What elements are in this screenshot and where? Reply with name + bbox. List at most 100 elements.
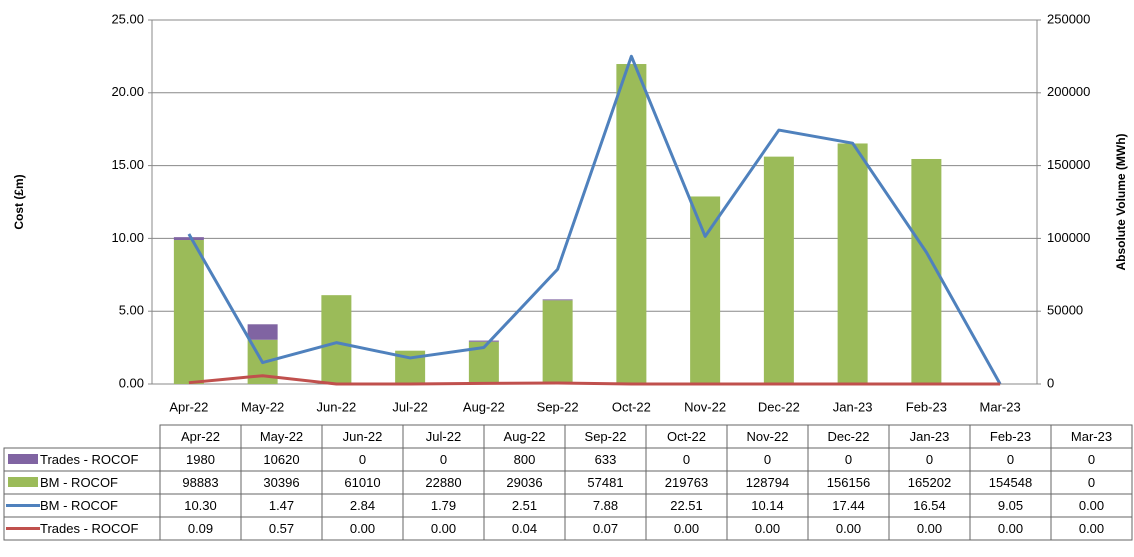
table-value: 22.51	[670, 498, 703, 513]
y-tick-label: 20.00	[111, 84, 144, 99]
table-value: 10620	[263, 452, 299, 467]
table-header: May-22	[260, 429, 303, 444]
y2-tick-label: 100000	[1047, 230, 1090, 245]
table-value: 800	[514, 452, 536, 467]
bar	[468, 340, 499, 342]
y-tick-label: 25.00	[111, 11, 144, 26]
table-value: 7.88	[593, 498, 618, 513]
bar	[247, 324, 278, 340]
table-value: 0.09	[188, 521, 213, 536]
x-tick-label: Jul-22	[392, 399, 427, 414]
table-value: 633	[595, 452, 617, 467]
table-value: 29036	[506, 475, 542, 490]
table-value: 0.04	[512, 521, 537, 536]
table-value: 0	[926, 452, 933, 467]
x-tick-label: Apr-22	[169, 399, 208, 414]
y2-tick-label: 250000	[1047, 11, 1090, 26]
table-value: 0	[1088, 475, 1095, 490]
bar	[321, 295, 352, 384]
table-value: 0	[1088, 452, 1095, 467]
table-value: 2.51	[512, 498, 537, 513]
table-value: 98883	[182, 475, 218, 490]
legend-label: Trades - ROCOF	[40, 521, 139, 536]
table-value: 0.07	[593, 521, 618, 536]
y2-axis-title: Absolute Volume (MWh)	[1114, 133, 1128, 270]
table-value: 0.57	[269, 521, 294, 536]
table-header: Dec-22	[828, 429, 870, 444]
table-header: Apr-22	[181, 429, 220, 444]
legend-label: BM - ROCOF	[40, 475, 118, 490]
table-value: 0.00	[431, 521, 456, 536]
table-header: Mar-23	[1071, 429, 1112, 444]
bar	[542, 299, 573, 301]
bar	[616, 64, 647, 384]
table-value: 0.00	[350, 521, 375, 536]
table-value: 0	[683, 452, 690, 467]
legend-key	[8, 454, 38, 464]
table-header: Aug-22	[504, 429, 546, 444]
x-tick-label: Jan-23	[833, 399, 873, 414]
legend-label: BM - ROCOF	[40, 498, 118, 513]
y-tick-label: 10.00	[111, 230, 144, 245]
table-value: 0.00	[998, 521, 1023, 536]
table-value: 22880	[425, 475, 461, 490]
table-value: 154548	[989, 475, 1032, 490]
table-value: 10.14	[751, 498, 784, 513]
x-tick-label: Dec-22	[758, 399, 800, 414]
x-tick-label: Mar-23	[980, 399, 1021, 414]
table-value: 1.47	[269, 498, 294, 513]
table-value: 1.79	[431, 498, 456, 513]
table-value: 0	[359, 452, 366, 467]
table-value: 57481	[587, 475, 623, 490]
y-axis-title: Cost (£m)	[12, 174, 26, 229]
table-value: 0	[1007, 452, 1014, 467]
table-value: 0	[764, 452, 771, 467]
bar	[542, 300, 573, 384]
y2-tick-label: 50000	[1047, 303, 1083, 318]
bar	[763, 156, 794, 384]
y-tick-label: 5.00	[119, 303, 144, 318]
table-cell	[1050, 516, 1133, 541]
line	[187, 54, 1002, 385]
line	[188, 374, 1001, 386]
x-tick-label: Nov-22	[684, 399, 726, 414]
table-value: 0.00	[836, 521, 861, 536]
table-value: 0.00	[755, 521, 780, 536]
table-header: Oct-22	[667, 429, 706, 444]
table-value: 0.00	[1079, 498, 1104, 513]
table-value: 165202	[908, 475, 951, 490]
table-value: 9.05	[998, 498, 1023, 513]
table-header: Jun-22	[343, 429, 383, 444]
legend-key	[8, 477, 38, 487]
table-value: 17.44	[832, 498, 865, 513]
table-value: 30396	[263, 475, 299, 490]
table-value: 61010	[344, 475, 380, 490]
bar	[690, 196, 721, 384]
table-value: 1980	[186, 452, 215, 467]
table-value: 0.00	[917, 521, 942, 536]
table-header: Feb-23	[990, 429, 1031, 444]
table-value: 0.00	[1079, 521, 1104, 536]
table-value: 219763	[665, 475, 708, 490]
x-tick-label: Feb-23	[906, 399, 947, 414]
table-header: Jan-23	[910, 429, 950, 444]
bar	[173, 240, 204, 384]
y-tick-label: 15.00	[111, 157, 144, 172]
x-tick-label: Oct-22	[612, 399, 651, 414]
table-value: 2.84	[350, 498, 375, 513]
x-tick-label: May-22	[241, 399, 284, 414]
x-tick-label: Sep-22	[537, 399, 579, 414]
table-value: 0.00	[674, 521, 699, 536]
table-value: 0	[845, 452, 852, 467]
y2-tick-label: 200000	[1047, 84, 1090, 99]
table-header: Nov-22	[747, 429, 789, 444]
table-value: 128794	[746, 475, 789, 490]
table-value: 10.30	[184, 498, 217, 513]
bar	[173, 237, 204, 241]
table-value: 156156	[827, 475, 870, 490]
x-tick-label: Aug-22	[463, 399, 505, 414]
table-header: Sep-22	[585, 429, 627, 444]
table-value: 16.54	[913, 498, 946, 513]
table-header: Jul-22	[426, 429, 461, 444]
